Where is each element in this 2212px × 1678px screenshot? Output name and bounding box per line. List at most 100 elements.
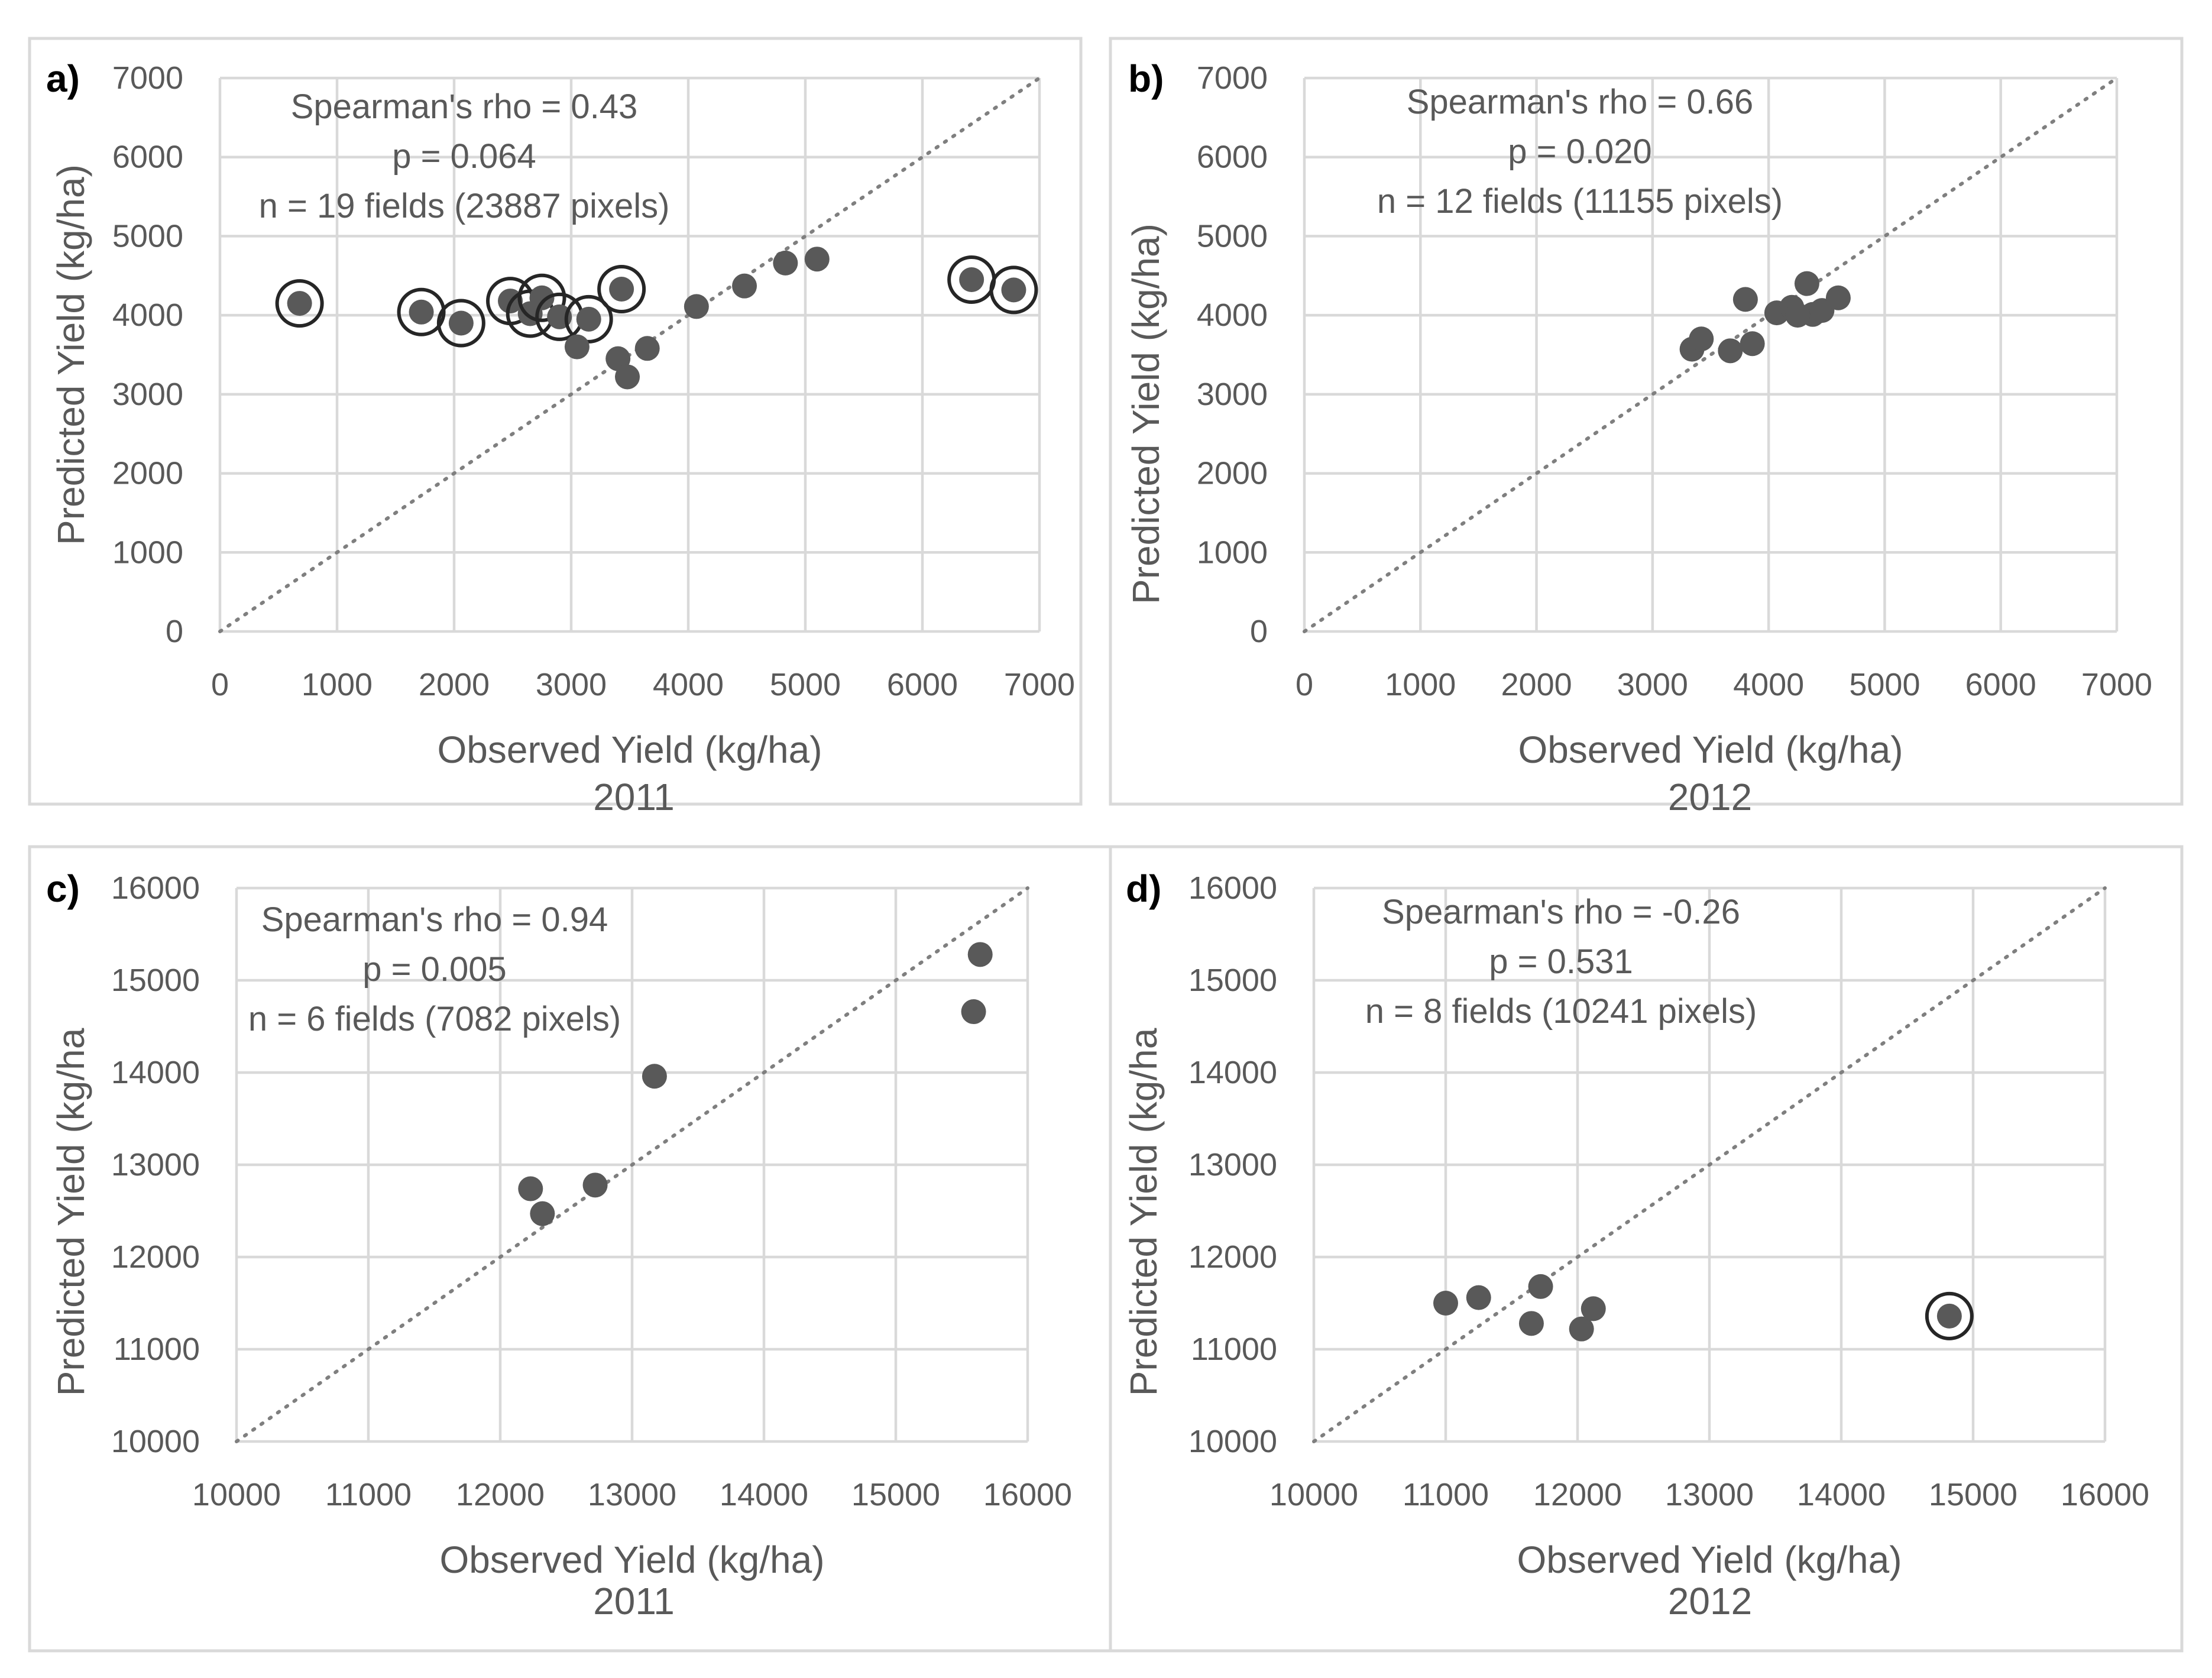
x-tick-label: 15000 xyxy=(851,1477,940,1512)
identity-line xyxy=(1312,886,2107,1443)
y-tick-label: 2000 xyxy=(112,456,183,491)
x-tick-label: 12000 xyxy=(1533,1477,1622,1512)
y-tick-label: 14000 xyxy=(111,1055,200,1090)
y-tick-label: 4000 xyxy=(1197,297,1268,333)
x-tick-label: 10000 xyxy=(1269,1477,1358,1512)
y-tick-label: 15000 xyxy=(1188,963,1277,998)
stats-annotation-line: p = 0.005 xyxy=(362,950,507,989)
data-point xyxy=(959,267,984,292)
outlier-ring-marker xyxy=(1925,1291,1974,1340)
x-tick-label: 7000 xyxy=(2081,667,2152,702)
data-point xyxy=(564,334,590,359)
stats-annotation-line: p = 0.020 xyxy=(1508,132,1652,171)
data-point xyxy=(1936,1303,1962,1329)
y-tick-label: 1000 xyxy=(112,535,183,570)
stats-annotation-line: Spearman's rho = -0.26 xyxy=(1382,893,1740,931)
outlier-ring-marker xyxy=(989,265,1038,315)
y-axis-title: Predicted Yield (kg/ha) xyxy=(1125,223,1167,604)
data-point xyxy=(1718,338,1743,364)
x-tick-label: 5000 xyxy=(770,667,841,702)
x-tick-label: 3000 xyxy=(1617,667,1688,702)
x-tick-label: 13000 xyxy=(588,1477,676,1512)
data-point xyxy=(642,1064,667,1089)
data-point xyxy=(684,294,709,319)
y-axis-title: Predicted Yield (kg/ha xyxy=(50,1028,92,1396)
stats-annotation-line: Spearman's rho = 0.94 xyxy=(261,900,608,939)
x-tick-label: 7000 xyxy=(1004,667,1075,702)
outlier-ring-marker xyxy=(397,287,446,336)
y-axis-title: Predicted Yield (kg/ha xyxy=(1122,1028,1165,1396)
y-tick-label: 5000 xyxy=(1197,218,1268,254)
y-tick-label: 12000 xyxy=(111,1239,200,1275)
data-point xyxy=(1001,277,1026,303)
y-axis-title: Predicted Yield (kg/ha) xyxy=(50,164,92,545)
x-tick-label: 11000 xyxy=(325,1477,412,1512)
y-tick-label: 15000 xyxy=(111,963,200,998)
data-point xyxy=(615,364,640,390)
stats-annotation-line: p = 0.064 xyxy=(392,137,536,176)
data-point xyxy=(634,336,660,361)
data-point xyxy=(804,247,830,272)
data-point xyxy=(518,1176,543,1201)
data-point xyxy=(529,285,555,310)
outlier-ring-marker xyxy=(564,294,613,344)
y-tick-label: 11000 xyxy=(114,1332,200,1367)
chart-panel-c: 10000 11000 12000 13000 14000 15000 16000 10000… xyxy=(28,845,1112,1653)
panel-letter: a) xyxy=(46,57,80,100)
x-tick-label: 10000 xyxy=(192,1477,281,1512)
x-tick-label: 2000 xyxy=(1501,667,1572,702)
x-tick-label: 1000 xyxy=(302,667,373,702)
data-point xyxy=(1581,1296,1606,1321)
y-tick-label: 14000 xyxy=(1188,1055,1277,1090)
x-tick-label: 4000 xyxy=(653,667,724,702)
y-tick-label: 4000 xyxy=(112,297,183,333)
y-tick-label: 13000 xyxy=(111,1147,200,1183)
stats-annotation-line: p = 0.531 xyxy=(1489,942,1633,981)
data-point xyxy=(1466,1285,1491,1310)
data-point xyxy=(1732,287,1758,312)
data-point xyxy=(1785,303,1811,328)
data-point xyxy=(1689,326,1714,352)
x-axis-title: Observed Yield (kg/ha) xyxy=(1518,728,1903,771)
data-point xyxy=(1794,271,1819,296)
outlier-ring-marker xyxy=(436,299,485,348)
y-tick-label: 0 xyxy=(1250,614,1268,649)
data-point xyxy=(1825,285,1851,310)
data-point xyxy=(1518,1311,1544,1336)
data-point xyxy=(1433,1291,1458,1316)
y-tick-label: 10000 xyxy=(1188,1424,1277,1459)
y-tick-label: 3000 xyxy=(1197,377,1268,412)
y-tick-label: 7000 xyxy=(112,60,183,96)
stats-annotation-line: n = 19 fields (23887 pixels) xyxy=(259,187,670,225)
y-tick-label: 6000 xyxy=(1197,140,1268,175)
y-tick-label: 11000 xyxy=(1191,1332,1277,1367)
x-tick-label: 14000 xyxy=(1797,1477,1886,1512)
data-point xyxy=(409,299,434,325)
x-tick-label: 4000 xyxy=(1733,667,1804,702)
y-tick-label: 3000 xyxy=(112,377,183,412)
y-tick-label: 1000 xyxy=(1197,535,1268,570)
x-tick-label: 1000 xyxy=(1385,667,1456,702)
identity-line xyxy=(1303,76,2119,633)
outlier-ring-marker xyxy=(517,273,566,322)
data-point xyxy=(732,273,757,299)
y-tick-label: 13000 xyxy=(1188,1147,1277,1183)
outlier-ring-marker xyxy=(275,279,324,328)
x-tick-label: 12000 xyxy=(456,1477,545,1512)
x-tick-label: 16000 xyxy=(983,1477,1072,1512)
x-tick-label: 6000 xyxy=(1965,667,2036,702)
year-label: 2011 xyxy=(593,776,675,818)
y-tick-label: 10000 xyxy=(111,1424,200,1459)
data-point xyxy=(1740,331,1765,357)
panel-border xyxy=(28,37,1083,806)
data-point xyxy=(582,1172,608,1198)
x-tick-label: 3000 xyxy=(536,667,607,702)
panel-letter: c) xyxy=(46,867,80,910)
year-label: 2012 xyxy=(1668,776,1752,818)
chart-panel-b: 0 1000 2000 3000 4000 5000 6000 7000 0 1000 2000 30… xyxy=(1109,37,2184,818)
x-tick-label: 6000 xyxy=(887,667,958,702)
data-point xyxy=(530,1201,555,1226)
year-label: 2011 xyxy=(593,1580,675,1622)
y-tick-label: 2000 xyxy=(1197,456,1268,491)
x-tick-label: 15000 xyxy=(1929,1477,2017,1512)
